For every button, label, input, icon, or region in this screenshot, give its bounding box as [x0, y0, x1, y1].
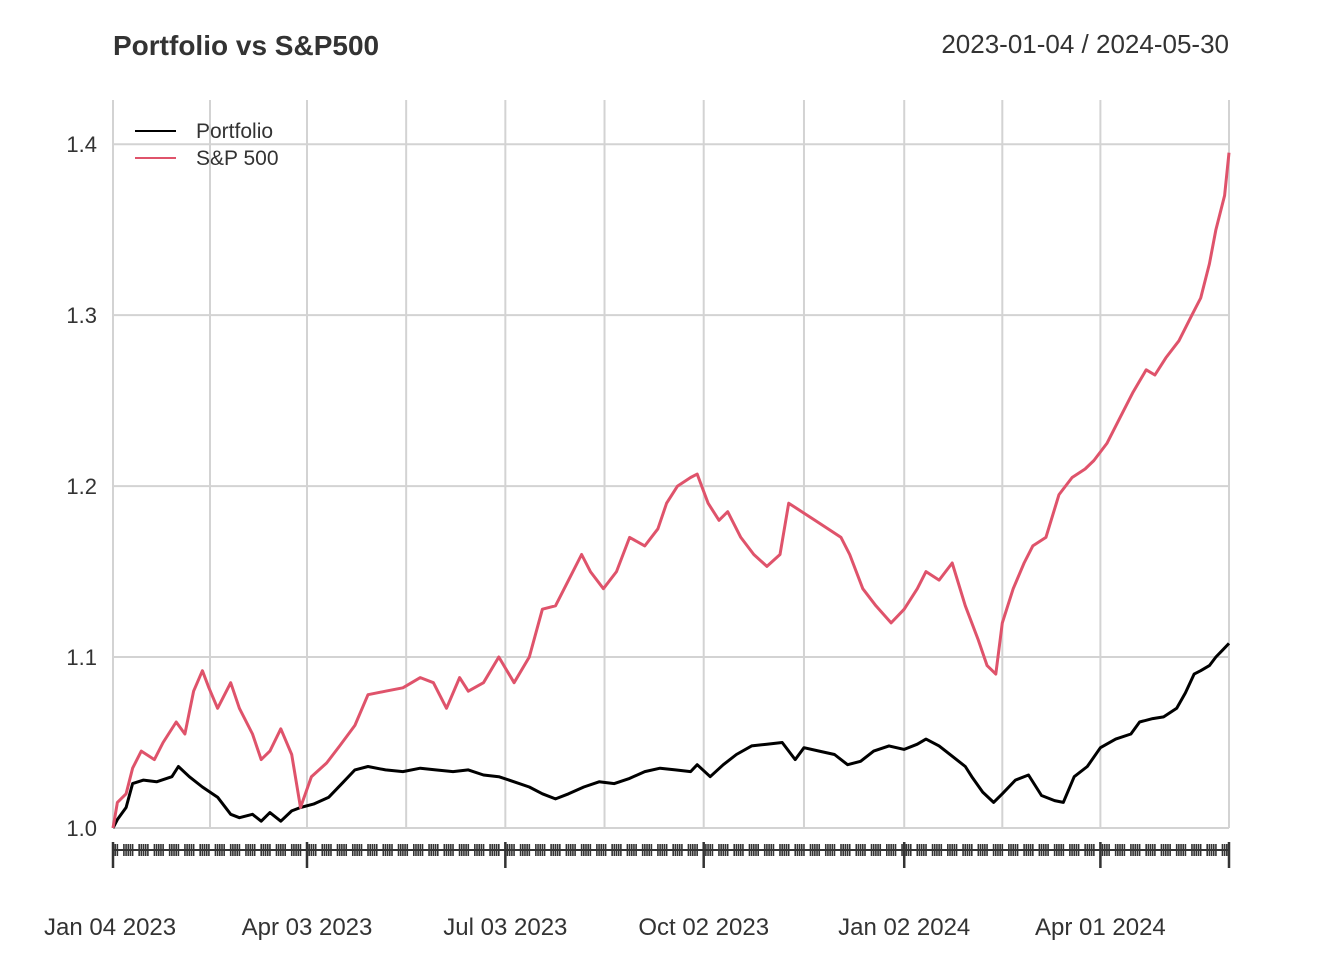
x-tick-label: Apr 03 2023	[242, 914, 373, 941]
y-axis: 1.0 1.1 1.2 1.3 1.4	[66, 132, 97, 841]
series-line-portfolio	[111, 642, 1231, 829]
y-tick-label: 1.3	[66, 303, 97, 328]
x-tick-label: Jan 04 2023	[44, 914, 176, 941]
y-tick-label: 1.0	[66, 816, 97, 841]
chart-title: Portfolio vs S&P500	[113, 30, 379, 61]
x-tick-label: Jan 02 2024	[838, 914, 970, 941]
legend-label: Portfolio	[196, 120, 273, 143]
x-axis-labels: Jan 04 2023 Apr 03 2023 Jul 03 2023 Oct 02 …	[44, 914, 1166, 941]
grid	[112, 100, 1230, 829]
x-tick-label: Apr 01 2024	[1035, 914, 1166, 941]
date-range-label: 2023-01-04 / 2024-05-30	[941, 29, 1229, 59]
y-tick-label: 1.4	[66, 132, 97, 157]
series-lines	[111, 152, 1231, 829]
legend: Portfolio S&P 500	[135, 120, 279, 170]
y-tick-label: 1.2	[66, 474, 97, 499]
series-line-s-p-500	[111, 152, 1231, 829]
legend-label: S&P 500	[196, 147, 279, 170]
y-tick-label: 1.1	[66, 645, 97, 670]
x-axis	[111, 842, 1231, 868]
x-tick-label: Jul 03 2023	[443, 914, 567, 941]
x-tick-label: Oct 02 2023	[638, 914, 769, 941]
